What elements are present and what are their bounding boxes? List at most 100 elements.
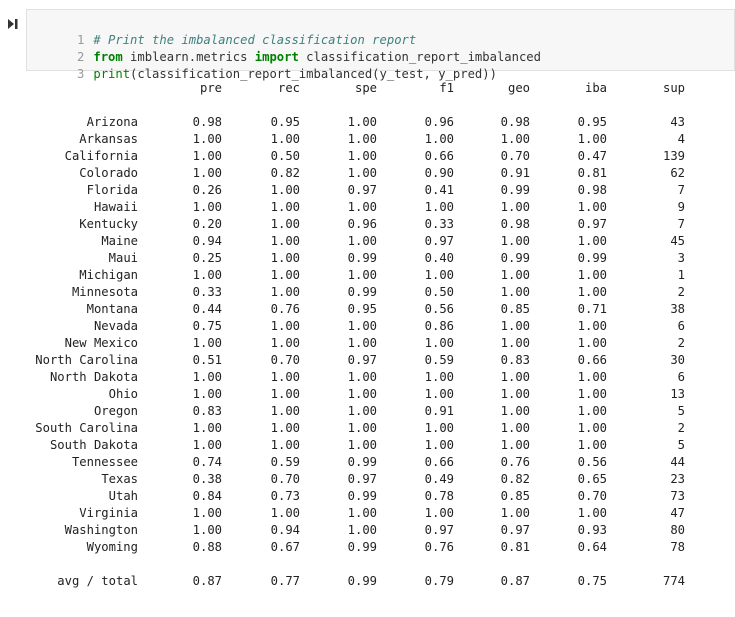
report-row-pre: 0.94 [192,234,222,248]
report-row-spe: 0.97 [347,353,377,367]
report-row-f1: 0.78 [424,489,454,503]
report-row-label: California [64,149,138,163]
report-row-sup: 23 [670,472,685,486]
report-row-rec: 0.70 [270,472,300,486]
report-row-label: Tennessee [71,455,138,469]
report-row-label: Virginia [79,506,138,520]
report-row-f1: 1.00 [424,438,454,452]
report-row-iba: 0.98 [577,183,607,197]
column-header-pre: pre [199,81,222,95]
report-row-f1: 0.59 [424,353,454,367]
report-row-label: South Dakota [49,438,138,452]
report-row-pre: 0.44 [192,302,222,316]
report-row-sup: 4 [677,132,685,146]
report-row-pre: 0.38 [192,472,222,486]
report-row-label: Utah [108,489,138,503]
report-row-iba: 0.64 [577,540,607,554]
report-row-iba: 1.00 [577,506,607,520]
report-total-row-label: avg / total [57,574,138,588]
report-row-spe: 1.00 [347,149,377,163]
report-row-geo: 0.99 [500,183,530,197]
report-row-label: North Carolina [35,353,138,367]
report-row-geo: 1.00 [500,285,530,299]
report-row-spe: 1.00 [347,523,377,537]
report-row-label: Oregon [93,404,138,418]
report-row-rec: 1.00 [270,285,300,299]
report-row-label: Maine [101,234,138,248]
report-row-f1: 0.41 [424,183,454,197]
report-row-f1: 0.40 [424,251,454,265]
report-row-pre: 0.98 [192,115,222,129]
report-row-label: Arizona [86,115,138,129]
code-line-1: 1 # Print the imbalanced classification r… [27,15,416,47]
report-row-spe: 0.99 [347,285,377,299]
report-row-geo: 1.00 [500,132,530,146]
code-cell[interactable]: 1 # Print the imbalanced classification r… [26,9,735,81]
report-row-f1: 0.66 [424,149,454,163]
column-header-rec: rec [277,81,300,95]
report-row-label: Wyoming [86,540,138,554]
report-row-geo: 0.98 [500,217,530,231]
report-row-rec: 1.00 [270,200,300,214]
report-row-sup: 1 [677,268,685,282]
report-row-iba: 0.70 [577,489,607,503]
code-comment: # Print the imbalanced classification re… [93,33,417,47]
module-name: imblearn.metrics [122,50,255,64]
report-row-spe: 0.96 [347,217,377,231]
report-row-geo: 0.85 [500,489,530,503]
report-row-f1: 0.50 [424,285,454,299]
report-total-row-spe: 0.99 [347,574,377,588]
report-row-pre: 1.00 [192,523,222,537]
report-row-f1: 1.00 [424,370,454,384]
report-row-iba: 1.00 [577,370,607,384]
report-row-geo: 1.00 [500,268,530,282]
report-row-pre: 0.75 [192,319,222,333]
report-row-label: Washington [64,523,138,537]
column-header-sup: sup [662,81,685,95]
report-row-pre: 1.00 [192,370,222,384]
report-row-spe: 0.99 [347,251,377,265]
report-row-rec: 1.00 [270,217,300,231]
column-header-spe: spe [354,81,377,95]
report-total-row-rec: 0.77 [270,574,300,588]
report-row-geo: 0.99 [500,251,530,265]
report-row-rec: 0.82 [270,166,300,180]
report-row-rec: 1.00 [270,234,300,248]
report-row-sup: 44 [670,455,685,469]
report-row-geo: 1.00 [500,421,530,435]
report-row-rec: 0.94 [270,523,300,537]
report-row-rec: 0.73 [270,489,300,503]
report-row-sup: 73 [670,489,685,503]
report-row-spe: 1.00 [347,336,377,350]
report-row-f1: 1.00 [424,200,454,214]
report-row-pre: 0.84 [192,489,222,503]
report-row-pre: 0.83 [192,404,222,418]
report-row-f1: 0.96 [424,115,454,129]
report-row-rec: 1.00 [270,132,300,146]
report-row-f1: 0.49 [424,472,454,486]
report-row-geo: 1.00 [500,438,530,452]
report-row-pre: 1.00 [192,132,222,146]
run-cell-icon[interactable] [7,18,19,30]
report-row-geo: 1.00 [500,234,530,248]
report-row-label: Maui [108,251,138,265]
report-row-f1: 1.00 [424,506,454,520]
imported-name: classification_report_imbalanced [298,50,541,64]
report-row-iba: 0.93 [577,523,607,537]
report-row-rec: 1.00 [270,370,300,384]
column-header-geo: geo [507,81,530,95]
report-row-iba: 1.00 [577,285,607,299]
report-total-row-sup: 774 [662,574,685,588]
report-row-pre: 1.00 [192,336,222,350]
report-row-rec: 1.00 [270,404,300,418]
report-row-iba: 1.00 [577,404,607,418]
report-row-sup: 7 [677,183,685,197]
report-row-spe: 1.00 [347,404,377,418]
report-total-row-iba: 0.75 [577,574,607,588]
report-row-label: New Mexico [64,336,138,350]
report-row-spe: 1.00 [347,370,377,384]
report-row-iba: 0.99 [577,251,607,265]
report-row-pre: 1.00 [192,166,222,180]
report-total-row-f1: 0.79 [424,574,454,588]
report-row-label: Texas [101,472,138,486]
